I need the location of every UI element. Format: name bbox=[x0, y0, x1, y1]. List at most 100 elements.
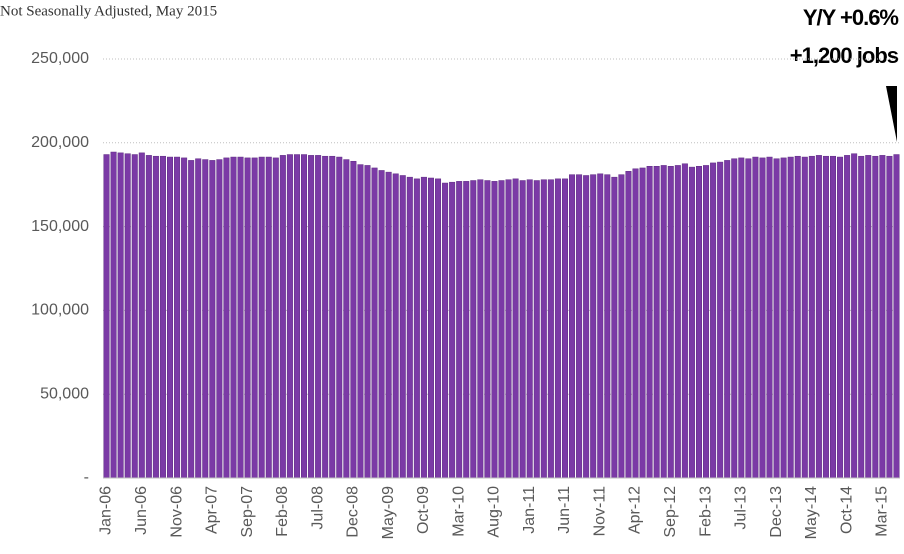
bar bbox=[251, 157, 258, 479]
bar bbox=[554, 178, 561, 479]
bar bbox=[526, 179, 533, 479]
bar bbox=[350, 160, 357, 479]
bar bbox=[837, 156, 844, 479]
bar bbox=[540, 179, 547, 479]
x-tick-label: May-14 bbox=[803, 486, 820, 539]
bar bbox=[745, 158, 752, 479]
bar bbox=[498, 180, 505, 479]
x-tick-label: Apr-12 bbox=[627, 486, 644, 534]
x-tick-label: Oct-14 bbox=[838, 486, 855, 534]
bar bbox=[272, 157, 279, 479]
bar bbox=[625, 171, 632, 479]
bar bbox=[491, 181, 498, 479]
bar bbox=[167, 156, 174, 479]
bar bbox=[293, 154, 300, 479]
bar bbox=[822, 155, 829, 479]
bar bbox=[639, 167, 646, 479]
bar bbox=[576, 174, 583, 479]
bar bbox=[688, 166, 695, 479]
bar bbox=[815, 155, 822, 479]
bar bbox=[703, 165, 710, 479]
bar bbox=[597, 173, 604, 479]
bar bbox=[505, 179, 512, 479]
bar bbox=[879, 155, 886, 479]
bar bbox=[329, 155, 336, 479]
bar bbox=[145, 155, 152, 479]
x-tick-label: Sep-07 bbox=[239, 486, 256, 538]
bar bbox=[569, 174, 576, 479]
bar bbox=[244, 157, 251, 479]
bar bbox=[547, 179, 554, 479]
bar bbox=[561, 178, 568, 479]
x-tick-label: Sep-12 bbox=[662, 486, 679, 538]
bar bbox=[413, 178, 420, 479]
bar bbox=[667, 166, 674, 479]
x-tick-label: Dec-13 bbox=[768, 486, 785, 538]
bar bbox=[533, 180, 540, 479]
bar bbox=[308, 155, 315, 479]
bar bbox=[124, 153, 131, 479]
bar bbox=[865, 155, 872, 479]
bar bbox=[618, 174, 625, 479]
bar bbox=[258, 156, 265, 479]
bar bbox=[159, 155, 166, 479]
bar bbox=[886, 155, 893, 479]
bar bbox=[844, 155, 851, 479]
bar bbox=[738, 157, 745, 479]
bar bbox=[315, 155, 322, 479]
bar bbox=[724, 160, 731, 479]
bar bbox=[710, 162, 717, 479]
x-tick-label: Mar-10 bbox=[450, 486, 467, 537]
y-tick-label: 250,000 bbox=[31, 50, 89, 67]
bar bbox=[195, 158, 202, 479]
bar bbox=[138, 152, 145, 479]
bar bbox=[858, 155, 865, 479]
bar bbox=[681, 163, 688, 479]
bar bbox=[787, 156, 794, 479]
bar bbox=[484, 180, 491, 479]
x-tick-label: Nov-06 bbox=[168, 486, 185, 538]
bar bbox=[660, 165, 667, 479]
bar bbox=[463, 181, 470, 479]
bar bbox=[237, 156, 244, 479]
bar bbox=[336, 156, 343, 479]
bar bbox=[230, 156, 237, 479]
bar bbox=[378, 170, 385, 479]
y-tick-label: - bbox=[84, 469, 89, 486]
bar bbox=[653, 166, 660, 479]
bar bbox=[110, 151, 117, 479]
x-tick-label: Jan-06 bbox=[98, 486, 115, 535]
bar bbox=[519, 180, 526, 479]
y-tick-label: 200,000 bbox=[31, 134, 89, 151]
bar bbox=[759, 157, 766, 479]
bar bbox=[590, 174, 597, 479]
bar bbox=[470, 180, 477, 479]
bar bbox=[449, 181, 456, 479]
bar bbox=[322, 155, 329, 479]
bar bbox=[611, 176, 618, 479]
annotation-pointer bbox=[886, 86, 897, 142]
bar bbox=[773, 158, 780, 479]
bar bbox=[286, 154, 293, 479]
annotation: +1,200 jobs bbox=[790, 43, 899, 68]
x-tick-label: Nov-11 bbox=[591, 486, 608, 536]
bar bbox=[420, 176, 427, 479]
bar bbox=[343, 159, 350, 479]
bar bbox=[801, 156, 808, 479]
x-tick-label: May-09 bbox=[380, 486, 397, 539]
annotation: Y/Y +0.6% bbox=[803, 5, 899, 30]
x-tick-label: Apr-07 bbox=[204, 486, 221, 534]
y-tick-label: 50,000 bbox=[40, 385, 89, 402]
bar bbox=[851, 153, 858, 479]
bar bbox=[152, 155, 159, 479]
bar bbox=[385, 171, 392, 479]
bar bbox=[872, 155, 879, 479]
bar bbox=[695, 166, 702, 479]
bar bbox=[357, 164, 364, 479]
x-tick-label: Dec-08 bbox=[345, 486, 362, 538]
bar bbox=[103, 154, 110, 479]
bar bbox=[427, 177, 434, 479]
bar bbox=[202, 159, 209, 479]
x-tick-label: Mar-15 bbox=[874, 486, 891, 537]
bar bbox=[780, 157, 787, 479]
